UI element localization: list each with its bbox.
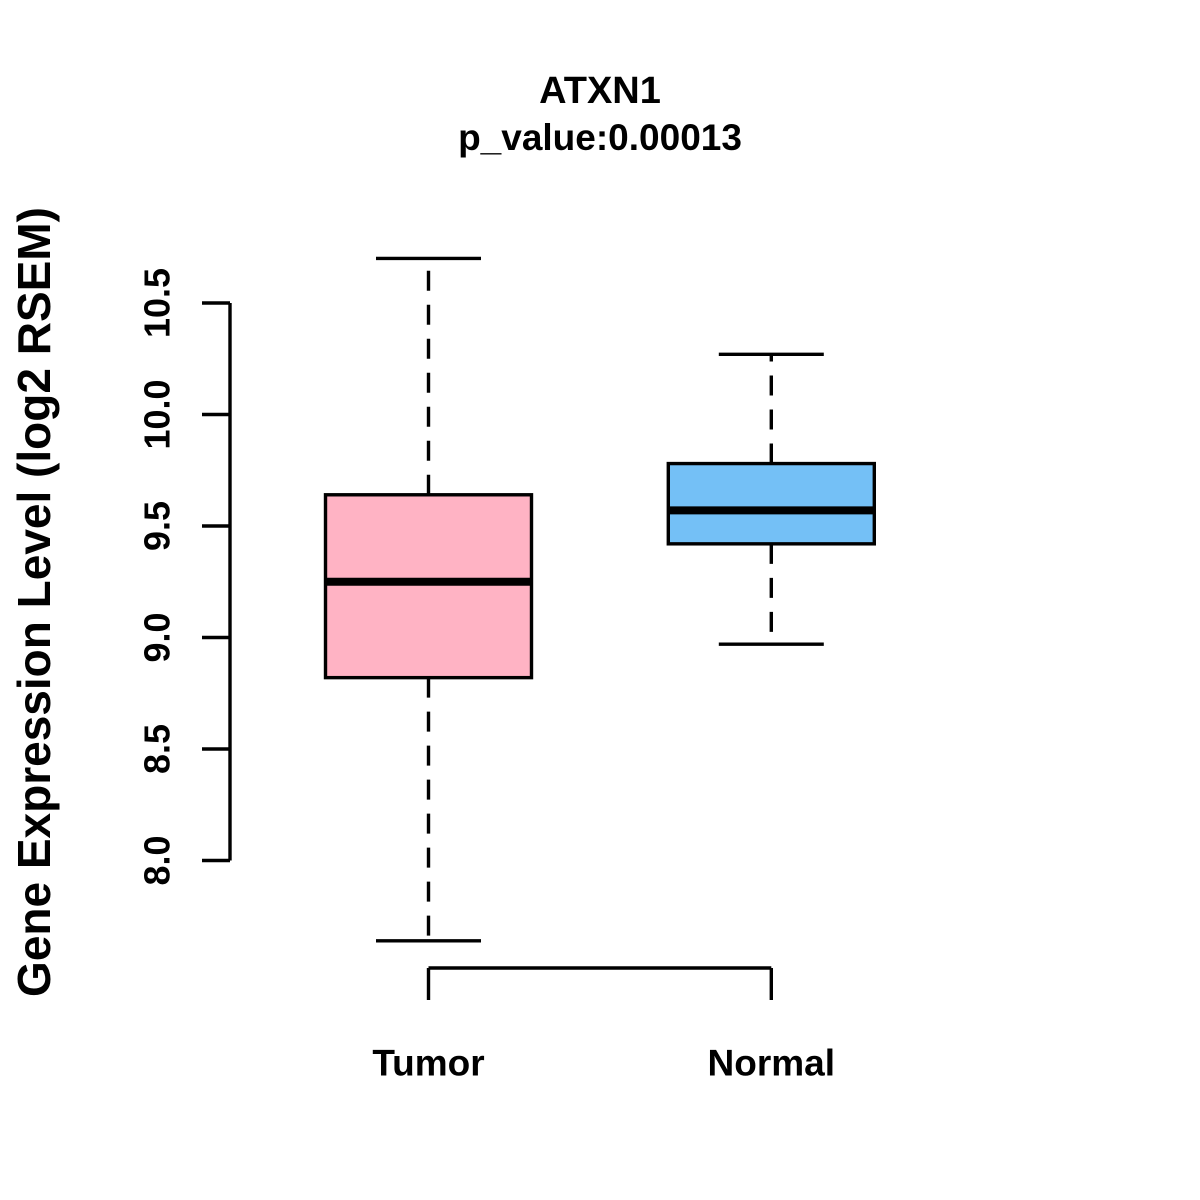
y-axis-tick-label: 9.0 — [137, 612, 178, 662]
chart-subtitle: p_value:0.00013 — [458, 117, 742, 158]
x-axis-label-tumor: Tumor — [372, 1043, 484, 1084]
chart-title: ATXN1 — [539, 70, 661, 112]
y-axis-tick-label: 10.5 — [137, 268, 178, 338]
y-axis-tick-label: 8.0 — [137, 835, 178, 885]
x-axis-label-normal: Normal — [708, 1043, 835, 1084]
y-axis-tick-label: 9.5 — [137, 501, 178, 551]
box-normal — [666, 461, 876, 546]
y-axis-tick-label: 8.5 — [137, 724, 178, 774]
y-axis-tick-label: 10.0 — [137, 379, 178, 449]
box-tumor — [323, 493, 534, 680]
